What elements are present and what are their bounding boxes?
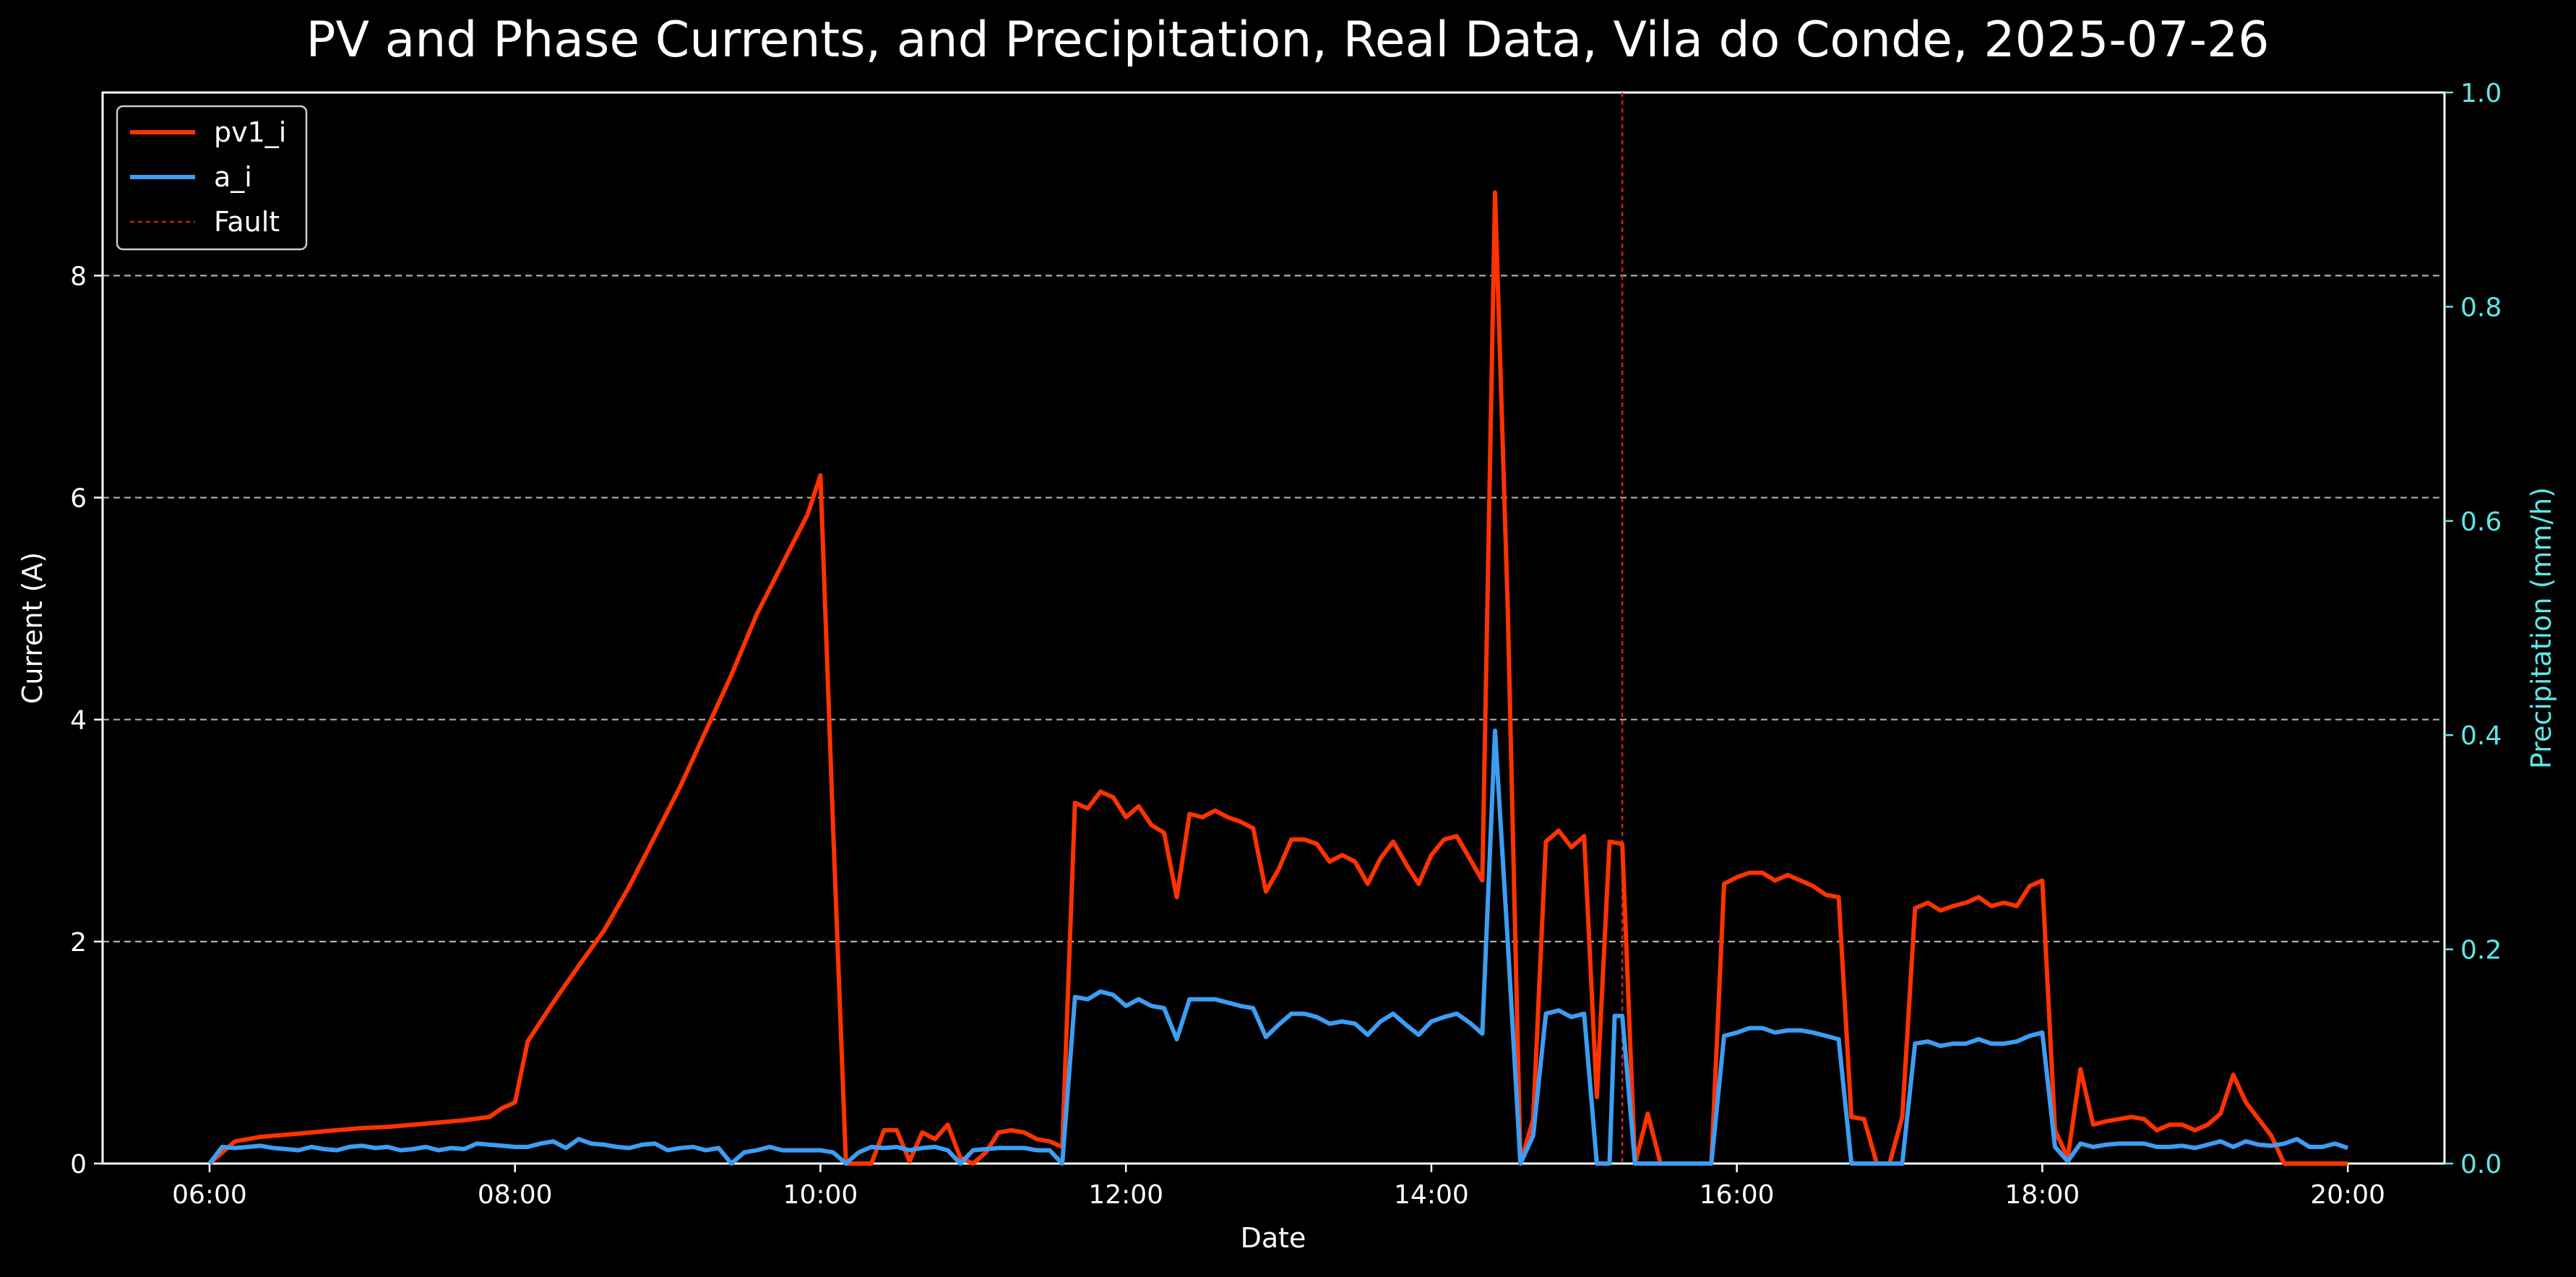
- grid: [103, 275, 2444, 942]
- x-tick-label: 08:00: [478, 1180, 553, 1210]
- right-axis-label: Precipitation (mm/h): [2525, 487, 2557, 769]
- chart-title: PV and Phase Currents, and Precipitation…: [306, 12, 2269, 69]
- x-tick-label: 10:00: [783, 1180, 858, 1210]
- x-tick-label: 16:00: [1700, 1180, 1775, 1210]
- series-line-pv1_i: [208, 190, 2348, 1166]
- x-tick-label: 12:00: [1088, 1180, 1163, 1210]
- legend-label-fault: Fault: [214, 206, 280, 238]
- legend-label-pv1_i: pv1_i: [214, 116, 286, 148]
- right-axis-ticks: 0.0 0.2 0.4 0.6 0.8 1.0: [2444, 79, 2502, 1179]
- y-tick-label: 8: [70, 262, 87, 291]
- right-tick-label: 0.2: [2460, 936, 2502, 966]
- y-tick-label: 0: [70, 1150, 87, 1179]
- x-tick-label: 14:00: [1394, 1180, 1469, 1210]
- legend-label-a_i: a_i: [214, 161, 252, 193]
- legend-box: [116, 105, 308, 251]
- x-tick-label: 06:00: [172, 1180, 247, 1210]
- right-tick-label: 0.6: [2460, 507, 2502, 537]
- y-tick-label: 6: [70, 484, 87, 514]
- series-line-a_i: [207, 728, 2349, 1166]
- x-axis-label: Date: [1241, 1222, 1306, 1254]
- y-axis-ticks: 0 2 4 6 8: [70, 262, 103, 1179]
- right-tick-label: 0.8: [2460, 293, 2502, 322]
- plot-frame: [101, 91, 2446, 1165]
- x-axis-ticks: 06:00 08:00 10:00 12:00 14:00 16:00 18:00 20:00: [172, 1164, 2385, 1210]
- y-axis-label: Current (A): [17, 552, 48, 704]
- y-tick-label: 2: [70, 928, 87, 958]
- right-tick-label: 0.4: [2460, 721, 2502, 751]
- legend: pv1_i a_i Fault: [116, 105, 308, 251]
- y-tick-label: 4: [70, 706, 87, 736]
- right-tick-label: 0.0: [2460, 1150, 2502, 1179]
- x-tick-label: 20:00: [2310, 1180, 2385, 1210]
- x-tick-label: 18:00: [2005, 1180, 2080, 1210]
- right-tick-label: 1.0: [2460, 79, 2502, 108]
